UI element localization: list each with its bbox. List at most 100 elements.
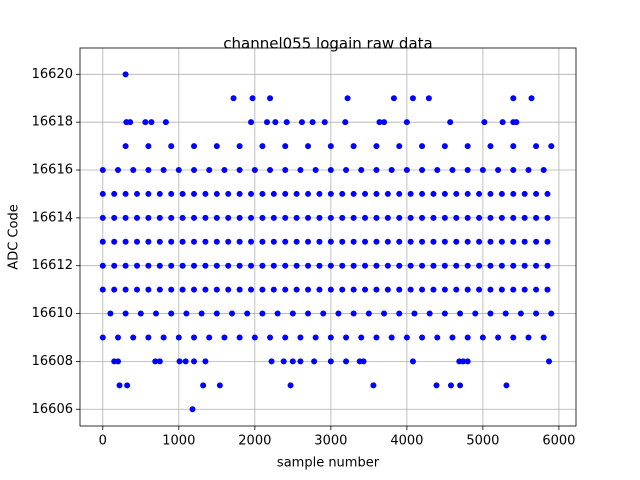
point [441, 262, 448, 269]
point [403, 167, 410, 174]
point [156, 358, 163, 365]
point [134, 262, 141, 269]
point [99, 286, 106, 293]
point [339, 214, 346, 221]
point [430, 214, 437, 221]
point [168, 238, 175, 245]
y-tick-label: 16608 [32, 354, 73, 369]
point [200, 382, 207, 389]
point [384, 214, 391, 221]
point [191, 286, 198, 293]
point [510, 262, 517, 269]
point [388, 167, 395, 174]
point [259, 310, 266, 317]
point [236, 167, 243, 174]
point [487, 262, 494, 269]
point [449, 167, 456, 174]
point [498, 286, 505, 293]
point [327, 262, 334, 269]
point [525, 334, 532, 341]
point [267, 95, 274, 102]
point [419, 167, 426, 174]
point [426, 310, 433, 317]
point [259, 262, 266, 269]
point [282, 334, 289, 341]
point [498, 190, 505, 197]
point [425, 95, 432, 102]
point [111, 190, 118, 197]
point [293, 238, 300, 245]
x-tick-label: 1000 [162, 434, 195, 449]
point [142, 119, 149, 126]
x-tick-label: 0 [99, 434, 107, 449]
x-tick-label: 5000 [466, 434, 499, 449]
point [270, 238, 277, 245]
point [464, 286, 471, 293]
point [213, 214, 220, 221]
point [464, 262, 471, 269]
point [419, 286, 426, 293]
point [476, 238, 483, 245]
point [521, 190, 528, 197]
point [476, 190, 483, 197]
point [191, 190, 198, 197]
point [122, 262, 129, 269]
point [156, 286, 163, 293]
point [316, 262, 323, 269]
x-tick-label: 2000 [238, 434, 271, 449]
point [305, 190, 312, 197]
y-tick-label: 16610 [32, 306, 73, 321]
point [259, 143, 266, 150]
point [441, 190, 448, 197]
point [287, 382, 294, 389]
point [111, 214, 118, 221]
point [179, 238, 186, 245]
point [433, 382, 440, 389]
point [293, 190, 300, 197]
point [160, 167, 167, 174]
point [156, 238, 163, 245]
point [419, 190, 426, 197]
point [510, 238, 517, 245]
point [248, 286, 255, 293]
point [441, 238, 448, 245]
point [312, 334, 319, 341]
point [464, 190, 471, 197]
y-tick-label: 16614 [32, 210, 73, 225]
point [327, 334, 334, 341]
point [282, 190, 289, 197]
point [122, 238, 129, 245]
point [111, 286, 118, 293]
point [191, 334, 198, 341]
point [280, 358, 287, 365]
point [453, 214, 460, 221]
point [111, 262, 118, 269]
point [179, 286, 186, 293]
point [189, 406, 196, 413]
point [206, 334, 213, 341]
point [370, 382, 377, 389]
point [521, 214, 528, 221]
point [191, 358, 198, 365]
point [327, 358, 334, 365]
point [289, 310, 296, 317]
point [384, 262, 391, 269]
point [213, 262, 220, 269]
point [99, 214, 106, 221]
point [498, 262, 505, 269]
point [540, 334, 547, 341]
point [407, 190, 414, 197]
point [236, 334, 243, 341]
x-tick-label: 4000 [390, 434, 423, 449]
point [544, 262, 551, 269]
point [487, 238, 494, 245]
point [510, 95, 517, 102]
point [99, 262, 106, 269]
point [270, 286, 277, 293]
point [251, 334, 258, 341]
point [213, 238, 220, 245]
point [430, 262, 437, 269]
point [168, 143, 175, 150]
point [191, 262, 198, 269]
point [305, 310, 312, 317]
